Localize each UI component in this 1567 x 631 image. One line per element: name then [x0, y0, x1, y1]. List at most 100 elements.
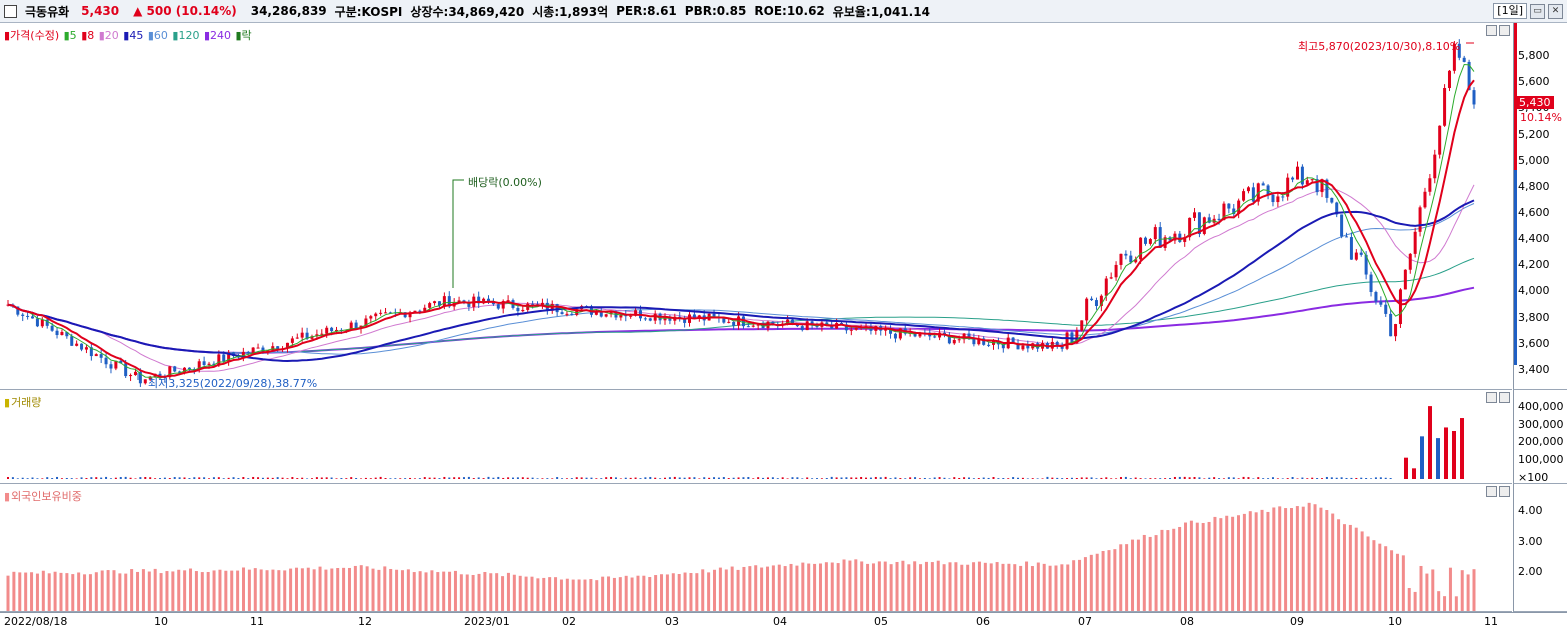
- panel-minimize-icon[interactable]: [1486, 392, 1497, 403]
- foreign-bar: [12, 571, 16, 611]
- volume-panel-buttons: [1486, 392, 1510, 403]
- candle-body: [349, 322, 353, 330]
- legend-item[interactable]: ▮가격(수정): [4, 29, 63, 42]
- candle-body: [844, 324, 848, 331]
- legend-item[interactable]: ▮60: [147, 29, 172, 42]
- foreign-bar: [1301, 506, 1305, 611]
- legend-item[interactable]: ▮120: [172, 29, 203, 42]
- volume-bar: [105, 476, 108, 479]
- legend-item[interactable]: ▮20: [98, 29, 123, 42]
- period-selector[interactable]: [1일]: [1493, 3, 1527, 19]
- candle-body: [99, 354, 103, 358]
- candle-body: [918, 332, 922, 337]
- candle-body: [16, 306, 20, 315]
- candle-body: [271, 346, 275, 351]
- volume-bar: [585, 477, 588, 479]
- price-chart[interactable]: [0, 23, 1512, 389]
- volume-bar: [835, 477, 838, 479]
- candle-body: [325, 327, 329, 334]
- candle-body: [1403, 269, 1407, 290]
- volume-bar: [1374, 477, 1377, 479]
- foreign-bar: [818, 563, 822, 611]
- restore-icon[interactable]: ▭: [1530, 3, 1545, 19]
- foreign-bar: [124, 573, 128, 611]
- volume-bar: [933, 477, 936, 479]
- candle-body: [893, 333, 897, 339]
- foreign-axis: 4.00 3.00 2.00: [1513, 484, 1567, 612]
- volume-bar: [90, 477, 93, 479]
- panel-minimize-icon[interactable]: [1486, 25, 1497, 36]
- foreign-bar: [177, 569, 181, 611]
- foreign-bar: [1019, 565, 1023, 611]
- price-tick-label: 4,800: [1518, 179, 1550, 193]
- foreign-bar: [989, 563, 993, 611]
- ma5-line: [7, 63, 1475, 379]
- candle-body: [1286, 177, 1290, 197]
- foreign-bar: [854, 559, 858, 611]
- volume-bar: [198, 477, 201, 479]
- candle-body: [741, 316, 745, 327]
- foreign-bar: [1160, 529, 1164, 611]
- volume-bar: [286, 478, 289, 479]
- candle-body: [1080, 320, 1084, 331]
- volume-bar: [1281, 478, 1284, 479]
- panel-close-icon[interactable]: [1499, 486, 1510, 497]
- foreign-bar: [1313, 504, 1317, 611]
- candle-body: [697, 315, 701, 319]
- foreign-bar: [318, 566, 322, 611]
- volume-bar: [693, 477, 696, 479]
- volume-chart[interactable]: [0, 390, 1512, 483]
- price-tick-label: 5,800: [1518, 49, 1550, 63]
- candle-body: [50, 325, 54, 331]
- foreign-bar: [1384, 546, 1388, 611]
- foreign-bar: [1025, 561, 1029, 611]
- foreign-bar: [1413, 591, 1417, 611]
- volume-bar: [619, 478, 622, 479]
- legend-item[interactable]: ▮8: [81, 29, 98, 42]
- candle-body: [1462, 57, 1466, 62]
- candle-body: [80, 343, 84, 350]
- candle-body: [1276, 196, 1280, 203]
- foreign-bar: [1060, 564, 1064, 611]
- volume-bar: [1085, 477, 1088, 479]
- close-icon[interactable]: ✕: [1548, 3, 1563, 19]
- foreign-panel[interactable]: ▮외국인보유비중: [0, 484, 1512, 612]
- legend-item[interactable]: ▮240: [203, 29, 235, 42]
- candle-body: [89, 347, 93, 357]
- foreign-bar: [789, 563, 793, 611]
- volume-bar: [1193, 477, 1196, 479]
- volume-bar: [379, 476, 382, 479]
- foreign-bar: [966, 564, 970, 611]
- panel-minimize-icon[interactable]: [1486, 486, 1497, 497]
- stock-name[interactable]: 극동유화: [25, 4, 70, 19]
- foreign-bar: [1048, 565, 1052, 611]
- candle-body: [168, 366, 172, 378]
- candle-body: [70, 336, 74, 346]
- legend-item[interactable]: ▮락: [235, 29, 252, 42]
- volume-bar: [188, 478, 191, 479]
- date-tick-label: 03: [665, 615, 679, 628]
- volume-panel[interactable]: ▮거래량: [0, 390, 1512, 484]
- candle-body: [35, 318, 39, 327]
- legend-item[interactable]: ▮45: [123, 29, 147, 42]
- foreign-bar: [595, 580, 599, 611]
- volume-value: 34,286,839: [250, 4, 327, 18]
- candle-body: [1026, 345, 1030, 349]
- panel-close-icon[interactable]: [1499, 25, 1510, 36]
- candle-body: [1188, 217, 1192, 238]
- candle-body: [335, 329, 339, 332]
- volume-bar: [85, 478, 88, 479]
- legend-item[interactable]: ▮5: [63, 29, 81, 42]
- candle-body: [1315, 179, 1319, 193]
- panel-close-icon[interactable]: [1499, 392, 1510, 403]
- foreign-chart[interactable]: [0, 484, 1512, 611]
- volume-bar: [1002, 478, 1005, 479]
- foreign-tick-label: 3.00: [1518, 534, 1543, 548]
- price-panel[interactable]: ▮가격(수정) ▮5 ▮8 ▮20 ▮45 ▮60 ▮120 ▮240 ▮락 최…: [0, 23, 1512, 390]
- price-tick-label: 5,000: [1518, 153, 1550, 167]
- foreign-bar: [748, 566, 752, 611]
- foreign-bar: [1307, 502, 1311, 611]
- select-checkbox[interactable]: [4, 4, 17, 18]
- foreign-bar: [1443, 596, 1447, 611]
- foreign-bar: [35, 573, 39, 611]
